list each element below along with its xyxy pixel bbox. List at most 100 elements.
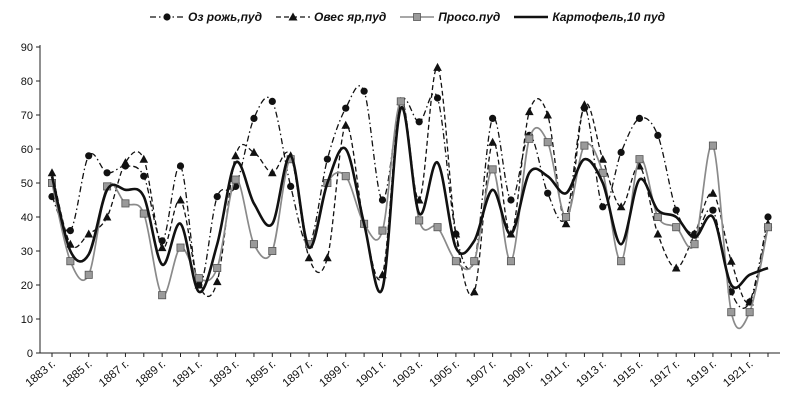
data-point-square xyxy=(66,257,75,266)
data-point-circle xyxy=(489,114,497,122)
x-tick-label: 1901 г. xyxy=(354,358,388,390)
data-point-square xyxy=(213,263,222,272)
x-tick-label: 1895 г. xyxy=(244,358,278,390)
x-tick-label: 1911 г. xyxy=(538,358,572,389)
x-tick-label: 1893 г. xyxy=(207,358,241,390)
data-point-circle xyxy=(323,155,331,163)
data-point-triangle xyxy=(469,287,479,296)
data-point-triangle xyxy=(212,277,222,286)
x-tick-label: 1921 г. xyxy=(721,358,755,390)
data-point-square xyxy=(653,212,662,221)
y-tick-label: 20 xyxy=(21,280,33,292)
data-point-triangle xyxy=(157,243,167,252)
data-point-square xyxy=(231,175,240,184)
data-point-square xyxy=(708,141,717,150)
series-layer xyxy=(47,62,773,330)
data-point-triangle xyxy=(231,151,240,160)
data-point-circle xyxy=(617,148,625,156)
data-point-square xyxy=(341,172,350,181)
legend-label-rye: Оз рожь,пуд xyxy=(188,10,263,24)
data-point-square xyxy=(488,165,497,174)
data-point-triangle xyxy=(433,62,442,71)
data-point-circle xyxy=(268,97,276,105)
data-point-square xyxy=(635,155,644,164)
legend: Оз рожь,пуд Овес яр,пуд Просо.пуд Картоф… xyxy=(150,8,665,26)
data-point-square xyxy=(451,257,460,266)
data-point-circle xyxy=(250,114,258,122)
y-tick-label: 0 xyxy=(27,348,33,360)
series-line-3 xyxy=(50,106,769,294)
data-point-circle xyxy=(158,237,166,245)
data-point-triangle xyxy=(304,253,314,262)
data-point-triangle xyxy=(488,137,497,146)
legend-label-oats: Овес яр,пуд xyxy=(314,10,387,24)
y-tick-label: 50 xyxy=(21,178,33,190)
data-point-circle xyxy=(544,189,552,197)
data-point-square xyxy=(268,246,277,255)
data-point-square xyxy=(396,97,405,106)
circle-marker-icon xyxy=(150,13,184,21)
data-point-square xyxy=(543,138,552,147)
x-tick-label: 1883 г. xyxy=(24,358,58,390)
axes: 0 10 20 30 40 50 60 70 80 90 1883 г. 1885 г. 1887 г.… xyxy=(21,42,780,390)
series-line-0 xyxy=(51,85,769,309)
y-tick-label: 10 xyxy=(21,314,33,326)
data-point-circle xyxy=(103,169,111,177)
square-marker-icon xyxy=(400,13,435,21)
legend-item-rye: Оз рожь,пуд xyxy=(150,10,262,24)
data-point-triangle xyxy=(525,107,534,116)
thick-line-icon xyxy=(514,15,549,19)
data-point-square xyxy=(415,216,424,225)
data-point-square xyxy=(378,226,387,235)
data-point-square xyxy=(121,199,130,208)
data-point-square xyxy=(562,212,571,221)
data-point-circle xyxy=(378,196,387,204)
legend-label-potato: Картофель,10 пуд xyxy=(552,10,666,24)
x-tick-label: 1913 г. xyxy=(574,358,608,390)
data-point-triangle xyxy=(561,219,571,228)
data-point-triangle xyxy=(84,229,94,238)
data-point-circle xyxy=(140,172,148,180)
data-point-circle xyxy=(342,104,350,112)
data-point-square xyxy=(139,209,148,218)
data-point-triangle xyxy=(139,154,149,163)
y-tick-label: 70 xyxy=(21,110,33,122)
data-point-triangle xyxy=(121,158,130,167)
data-point-circle xyxy=(764,213,772,221)
data-point-square xyxy=(672,223,681,232)
data-point-square xyxy=(506,257,515,266)
x-tick-label: 1889 г. xyxy=(134,358,168,390)
data-point-circle xyxy=(85,152,93,160)
data-point-circle xyxy=(66,227,74,235)
data-point-triangle xyxy=(671,263,681,272)
data-point-circle xyxy=(213,193,221,201)
x-tick-label: 1887 г. xyxy=(97,358,131,390)
y-tick-label: 80 xyxy=(21,76,33,88)
data-point-square xyxy=(690,240,699,249)
y-tick-label: 90 xyxy=(21,42,33,54)
data-point-square xyxy=(525,134,534,143)
data-point-square xyxy=(764,223,773,232)
x-tick-label: 1919 г. xyxy=(685,358,719,390)
x-tick-label: 1899 г. xyxy=(317,358,351,390)
legend-item-millet: Просо.пуд xyxy=(400,10,500,24)
data-point-square xyxy=(158,291,167,300)
data-point-triangle xyxy=(176,195,185,204)
data-point-circle xyxy=(672,206,680,214)
data-point-triangle xyxy=(47,168,57,177)
x-tick-label: 1915 г. xyxy=(611,358,645,390)
data-point-triangle xyxy=(102,212,112,221)
data-point-triangle xyxy=(580,100,589,109)
data-point-square xyxy=(433,223,442,232)
data-point-circle xyxy=(635,114,644,122)
data-point-square xyxy=(470,257,479,266)
data-point-triangle xyxy=(653,229,663,238)
legend-item-potato: Картофель,10 пуд xyxy=(514,10,665,24)
x-tick-label: 1907 г. xyxy=(464,358,498,390)
data-point-square xyxy=(727,308,736,317)
data-point-circle xyxy=(709,206,717,214)
x-tick-label: 1897 г. xyxy=(281,358,315,390)
data-point-triangle xyxy=(323,253,332,262)
triangle-marker-icon xyxy=(276,12,311,21)
